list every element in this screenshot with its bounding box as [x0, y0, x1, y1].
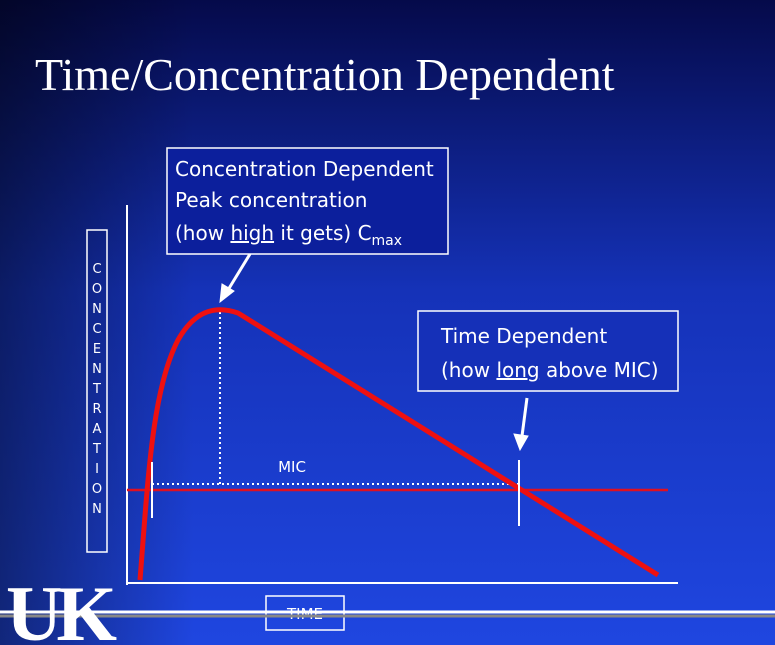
concentration-box: Concentration Dependent Peak concentrati… — [166, 147, 449, 255]
box-line: Time Dependent — [440, 324, 607, 348]
text-part: (how — [441, 358, 496, 382]
time-arrow — [513, 397, 529, 452]
underlined-word: high — [230, 221, 274, 245]
peak-arrow — [219, 253, 252, 304]
y-label-box — [86, 229, 108, 553]
box-line: (how long above MIC) — [441, 358, 659, 382]
underlined-word: long — [496, 358, 539, 382]
y-axis-label: CONCENTRATION — [89, 262, 105, 522]
mic-label: MIC — [278, 458, 306, 476]
box-line: Concentration Dependent — [175, 157, 434, 181]
logo: UK — [6, 570, 117, 645]
subscript: max — [372, 233, 403, 249]
box-line: (how high it gets) Cmax — [175, 221, 402, 249]
text-part: it gets) C — [274, 221, 372, 245]
title: Time/Concentration Dependent — [35, 49, 615, 100]
box-line: Peak concentration — [175, 188, 367, 212]
x-axis-label: TIME — [286, 605, 323, 623]
concentration-curve — [137, 307, 660, 581]
time-box: Time Dependent (how long above MIC) — [417, 310, 679, 392]
text-part: above MIC) — [540, 358, 659, 382]
text-part: (how — [175, 221, 230, 245]
